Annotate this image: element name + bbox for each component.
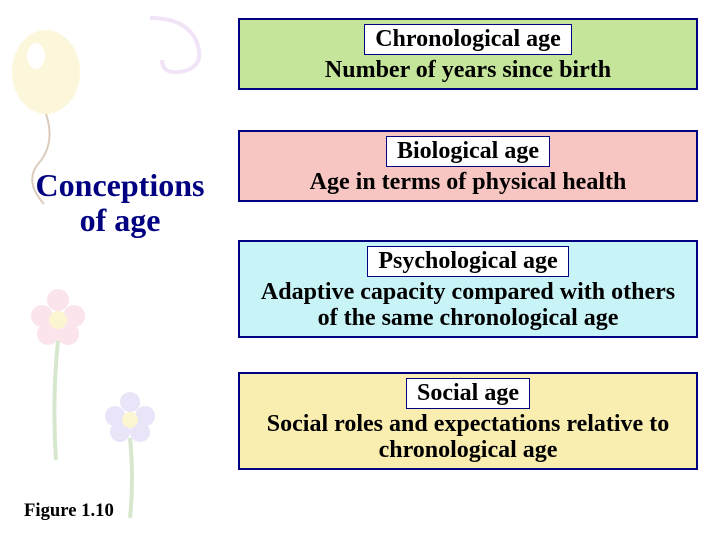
slide-content: Conceptions of age Chronological age Num… [0,0,720,540]
panel-psychological: Psychological age Adaptive capacity comp… [238,240,698,338]
figure-caption: Figure 1.10 [24,500,114,522]
panel-desc: Social roles and expectations relative t… [240,411,696,464]
panel-label: Chronological age [364,24,572,55]
panel-desc: Adaptive capacity compared with others o… [240,279,696,332]
panel-biological: Biological age Age in terms of physical … [238,130,698,202]
main-heading: Conceptions of age [20,168,220,238]
panel-desc: Number of years since birth [240,57,696,83]
panel-chronological: Chronological age Number of years since … [238,18,698,90]
panel-desc: Age in terms of physical health [240,169,696,195]
panel-label: Social age [406,378,530,409]
panel-label: Biological age [386,136,550,167]
panel-label: Psychological age [367,246,568,277]
panel-social: Social age Social roles and expectations… [238,372,698,470]
main-heading-line1: Conceptions [20,168,220,203]
main-heading-line2: of age [20,203,220,238]
